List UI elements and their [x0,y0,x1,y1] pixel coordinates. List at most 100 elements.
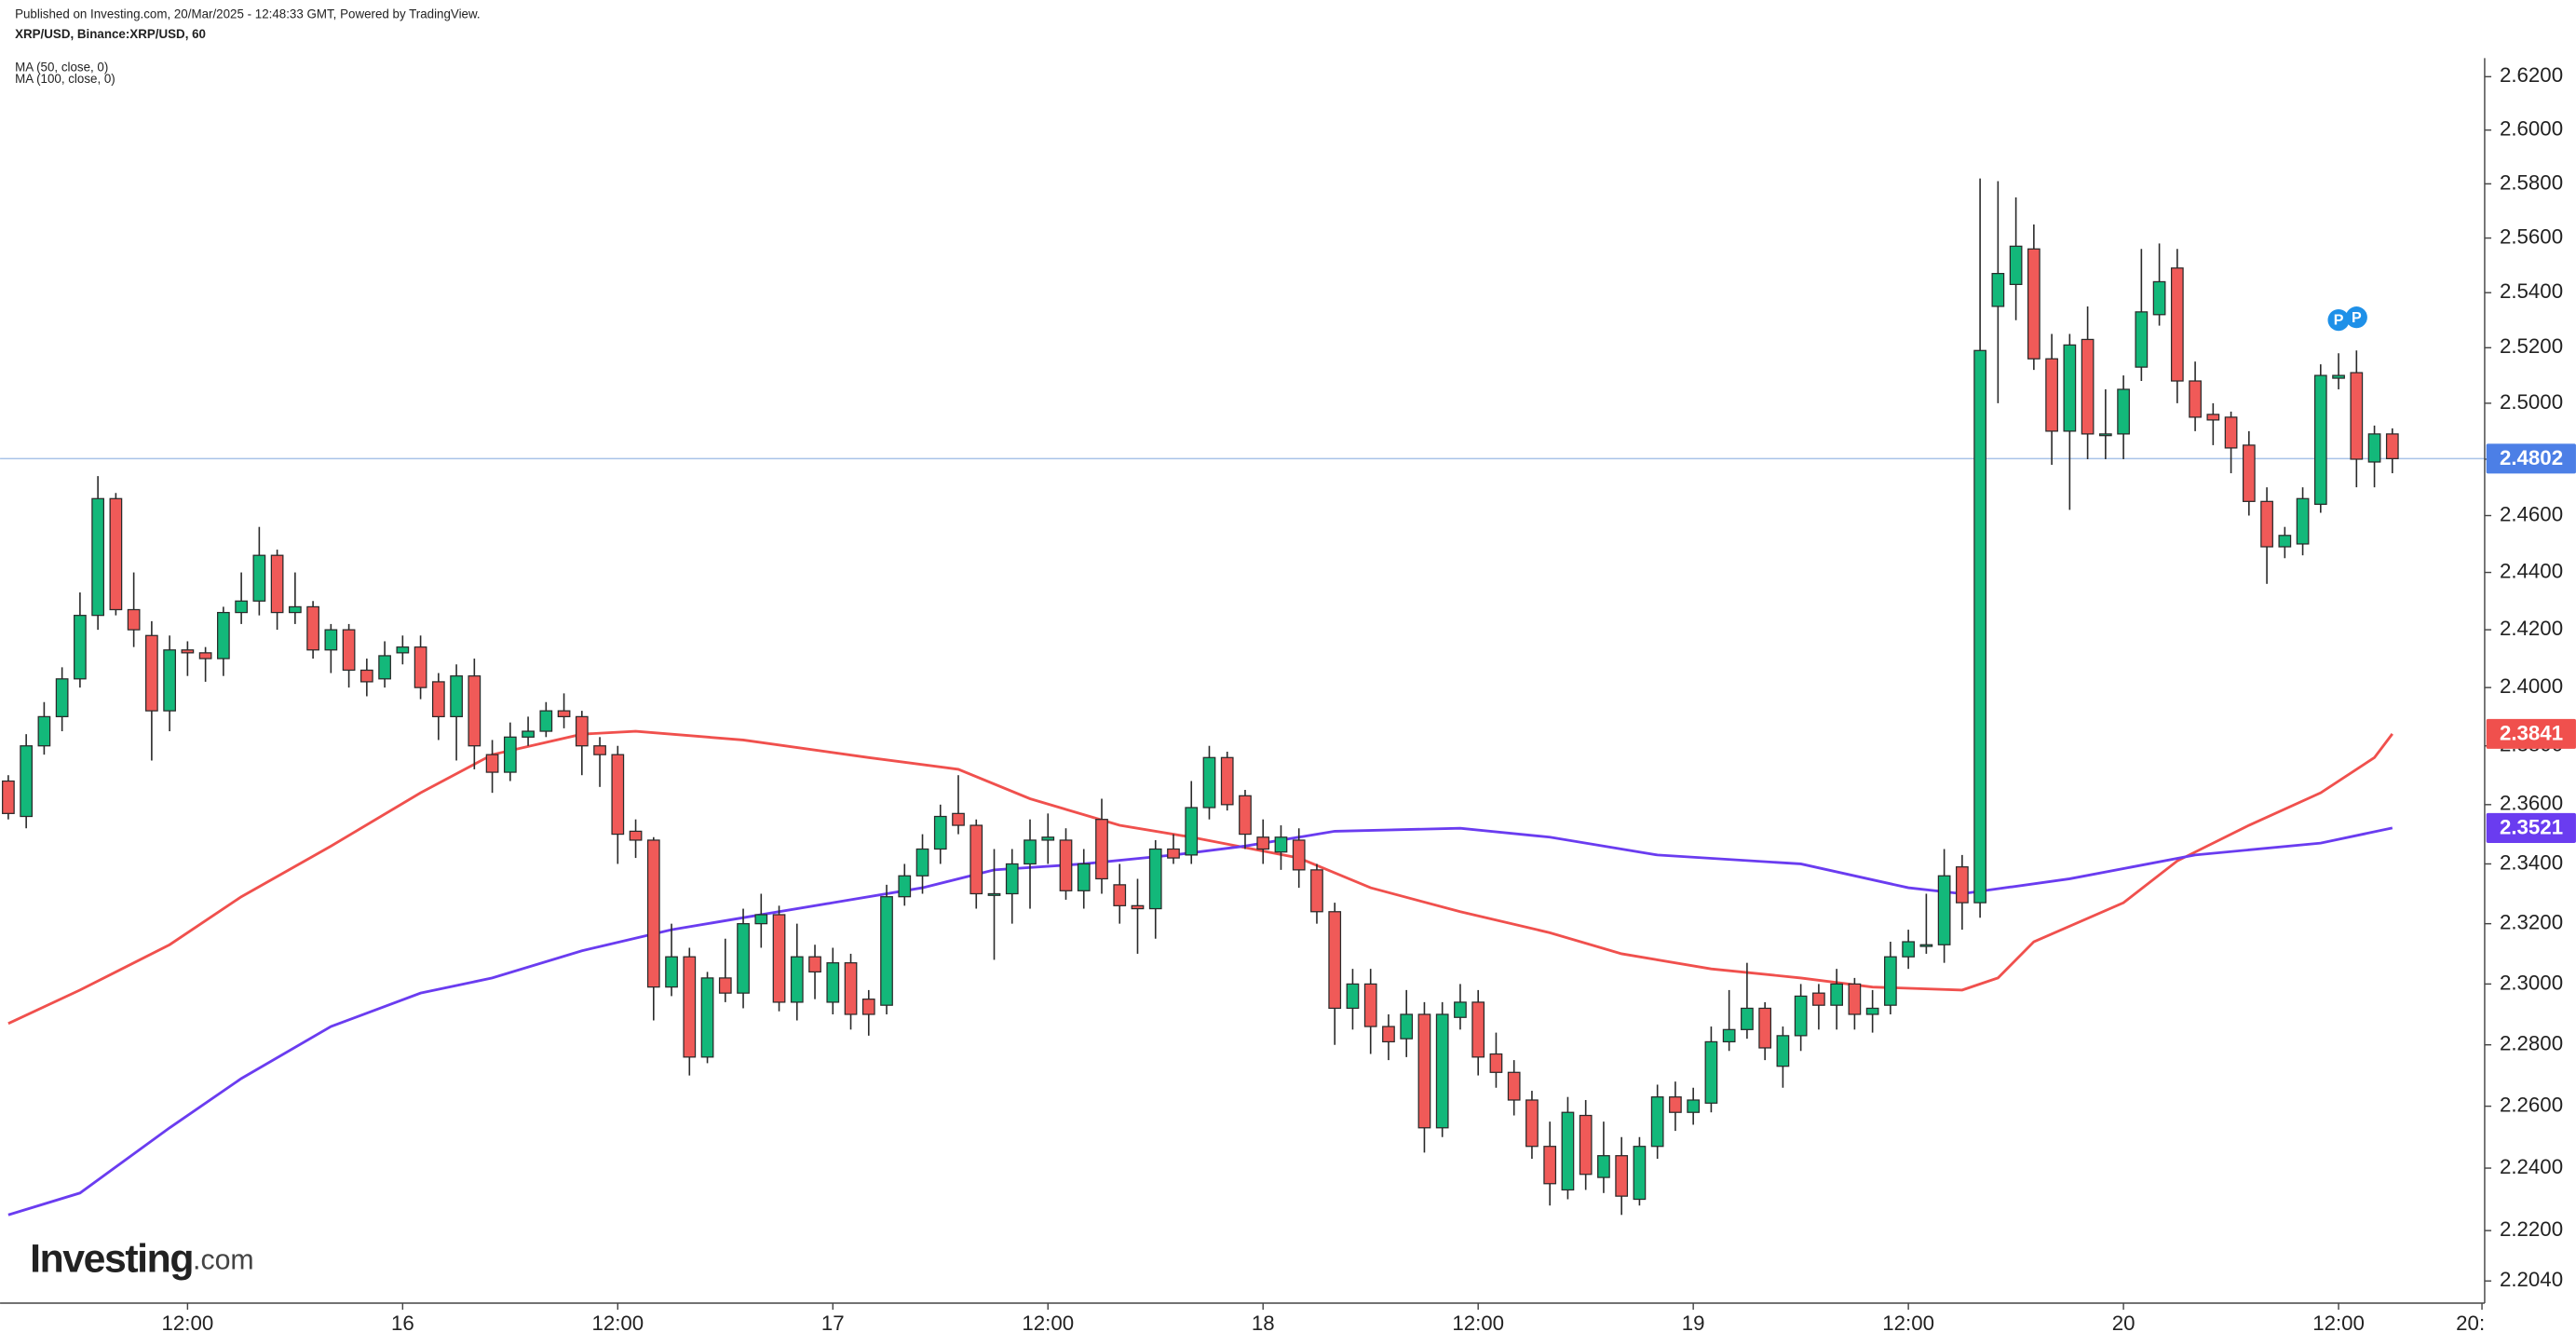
y-tick-label: 2.2400 [2500,1155,2563,1178]
x-tick-label: 16 [391,1312,414,1332]
candle-body [987,892,1001,896]
candle-body [2027,248,2040,360]
plot: MA (50, close, 0)MA (100, close, 0) P P [0,61,2485,1216]
candle-body [2224,416,2238,449]
candle-body [2242,444,2256,502]
candle-body [414,646,427,688]
candle-body [2278,535,2292,548]
candle-body [1328,911,1342,1010]
price-tag-label: 2.3521 [2500,816,2563,839]
candle-body [2189,380,2202,418]
candle-body [2350,372,2364,460]
marker [2345,306,2367,329]
candle-body [808,956,821,973]
candle-body [74,615,87,680]
price-axis-bg [2485,0,2576,1332]
marker [2327,309,2350,332]
candle-body [575,715,589,747]
logo-name: Investing [30,1237,193,1282]
candle-body [1633,1146,1647,1201]
candle-body [772,914,786,1003]
price-tag [2486,718,2576,749]
candle-body [2,780,15,814]
candle-body [2332,374,2345,379]
candle-body [1776,1035,1790,1067]
candle-body [1669,1096,1682,1113]
candle-body [1937,875,1951,945]
y-tick-label: 2.6000 [2500,117,2563,141]
candle-body [1991,273,2005,307]
candle-body [396,646,410,654]
x-tick-label: 20 [2112,1312,2135,1332]
candle-body [1274,836,1288,853]
symbol: XRP/USD, Binance:XRP/USD, 60 [15,27,206,41]
candle-body [557,710,571,717]
candle-body [539,710,553,732]
candle-body [37,715,51,747]
candle-body [1435,1013,1449,1129]
candle-body [1202,756,1216,809]
candle-body [55,678,69,717]
candle-body [1543,1146,1557,1185]
candle-body [1919,944,1933,947]
candle-body [1148,848,1162,910]
candle-body [485,754,499,773]
y-tick-label: 2.2600 [2500,1093,2563,1116]
candle-body [683,956,697,1058]
candle-body [1454,1001,1467,1018]
candle-body [2367,433,2381,463]
candle-body [1704,1040,1718,1104]
candle-body [1059,839,1073,891]
candle-body [1830,983,1844,1006]
legend-entry: MA (50, close, 0) [15,61,108,75]
candle-body [431,681,445,717]
candle-body [754,914,768,925]
candle-body [378,655,391,680]
candle-body [1525,1099,1539,1148]
candle-body [235,600,248,614]
candle-body [289,605,302,614]
candle-body [1650,1096,1664,1148]
y-tick-label: 2.4400 [2500,559,2563,582]
price-tag-label: 2.3841 [2500,722,2563,745]
y-tick-label: 2.6200 [2500,63,2563,87]
candle-body [2081,338,2095,435]
y-tick-label: 2.5000 [2500,390,2563,414]
candle-body [861,999,875,1015]
candle-body [952,812,965,826]
candle-body [898,875,912,898]
candle-body [1615,1155,1629,1197]
marker-label: P [2352,309,2362,326]
candle-body [826,962,840,1003]
candle-body [1507,1071,1521,1101]
candle-body [2098,433,2112,437]
candle-body [306,605,319,651]
candle-body [359,669,373,683]
candle-body [1041,836,1055,841]
candle-body [646,839,660,988]
candle-body [145,634,158,712]
candle-body [1597,1155,1610,1178]
ma-line [7,729,2393,1026]
candle-body [1310,869,1323,913]
candle-body [1902,941,1915,958]
y-tick-label: 2.5400 [2500,279,2563,303]
y-tick-label: 2.3200 [2500,911,2563,934]
candle-body [181,649,195,654]
candle-body [450,675,463,717]
candle-body [2009,245,2023,286]
candle-body [2170,267,2184,382]
candle-body [2313,374,2327,505]
candle-body [1095,819,1108,880]
candle-body [2063,344,2077,432]
candle-body [1758,1007,1772,1049]
candle-body [1220,756,1234,806]
candle-body [700,977,714,1058]
candle-body [1005,863,1019,895]
x-tick-label: 12:00 [2312,1312,2365,1332]
y-tick-label: 2.3000 [2500,971,2563,994]
legend-entry: MA (100, close, 0) [15,72,115,86]
candle-body [1185,807,1199,856]
